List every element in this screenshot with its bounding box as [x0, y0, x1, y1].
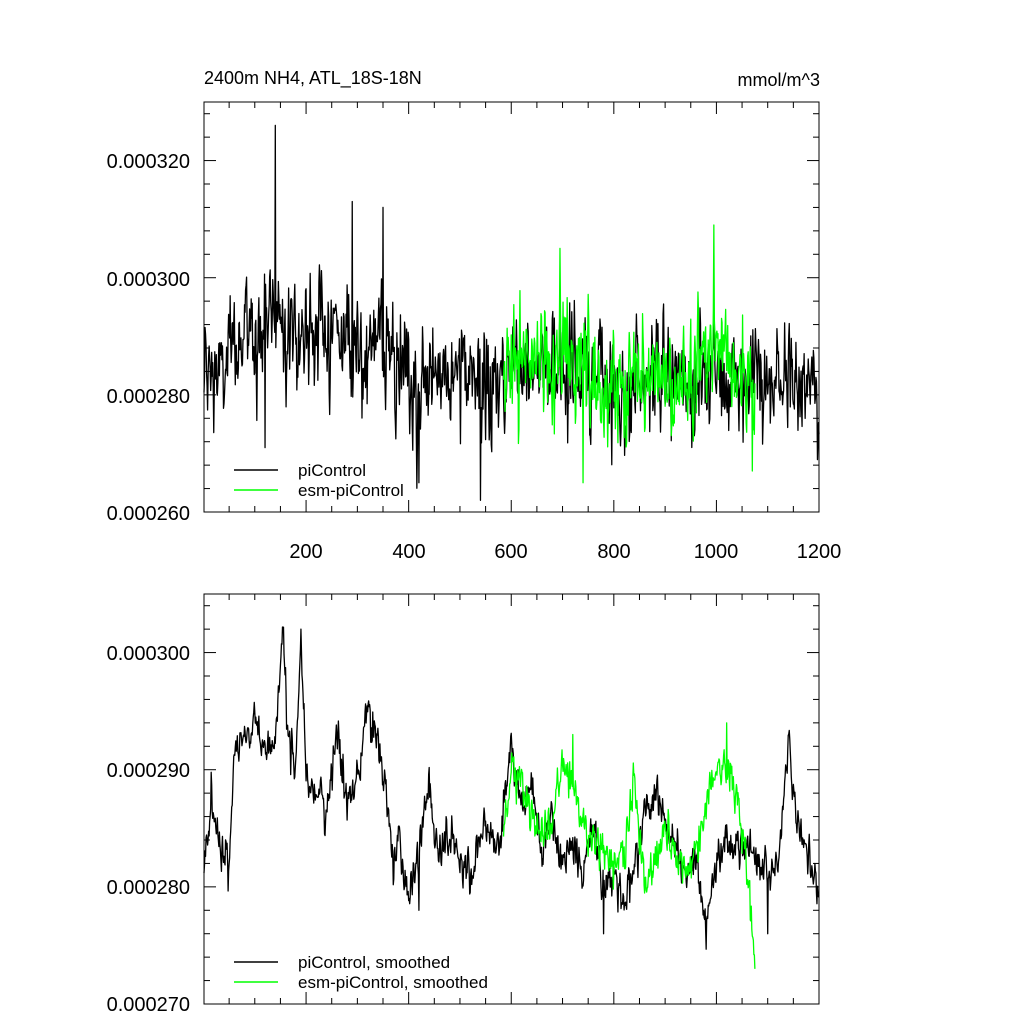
top-xtick-label-1200: 1200	[797, 541, 842, 563]
top-series-line-esm-picontrol	[502, 224, 756, 484]
bottom-legend: piControl, smoothed esm-piControl, smoot…	[234, 953, 488, 992]
top-ytick-label-0.000300: 0.000300	[107, 269, 190, 291]
top-plot-frame	[203, 101, 820, 513]
top-series-line-picontrol	[203, 124, 820, 501]
bottom-series-line-esm-picontrol-smoothed	[502, 722, 756, 969]
bottom-ytick-label-0.000300: 0.000300	[107, 643, 190, 665]
bottom-legend-label-picontrol-smoothed: piControl, smoothed	[298, 953, 450, 972]
bottom-series-layer	[203, 626, 820, 969]
bottom-legend-label-esm-picontrol-smoothed: esm-piControl, smoothed	[298, 973, 488, 992]
top-xtick-label-400: 400	[392, 541, 425, 563]
bottom-plot-frame	[203, 593, 820, 1005]
top-legend-label-picontrol: piControl	[298, 461, 366, 480]
bottom-series-line-picontrol-smoothed	[203, 626, 820, 950]
top-legend-label-esm-picontrol: esm-piControl	[298, 481, 404, 500]
top-tick-layer	[204, 102, 820, 513]
top-xtick-label-1000: 1000	[694, 541, 739, 563]
top-ytick-label-0.000260: 0.000260	[107, 503, 190, 525]
top-xtick-label-800: 800	[597, 541, 630, 563]
top-panel: 2400m NH4, ATL_18S-18N mmol/m^3 0.000320…	[107, 68, 842, 563]
top-legend: piControl esm-piControl	[234, 461, 404, 500]
top-ytick-label-0.000280: 0.000280	[107, 386, 190, 408]
bottom-ytick-label-0.000270: 0.000270	[107, 994, 190, 1016]
top-series-layer	[203, 124, 820, 501]
top-title: 2400m NH4, ATL_18S-18N	[204, 68, 422, 89]
bottom-tick-layer	[204, 594, 820, 1005]
top-xtick-label-600: 600	[494, 541, 527, 563]
bottom-panel: 0.000300 0.000290 0.000280 0.000270 piCo…	[107, 593, 820, 1016]
top-xtick-label-200: 200	[289, 541, 322, 563]
bottom-ytick-label-0.000290: 0.000290	[107, 760, 190, 782]
top-ytick-label-0.000320: 0.000320	[107, 151, 190, 173]
top-units: mmol/m^3	[738, 70, 820, 90]
bottom-ytick-label-0.000280: 0.000280	[107, 877, 190, 899]
